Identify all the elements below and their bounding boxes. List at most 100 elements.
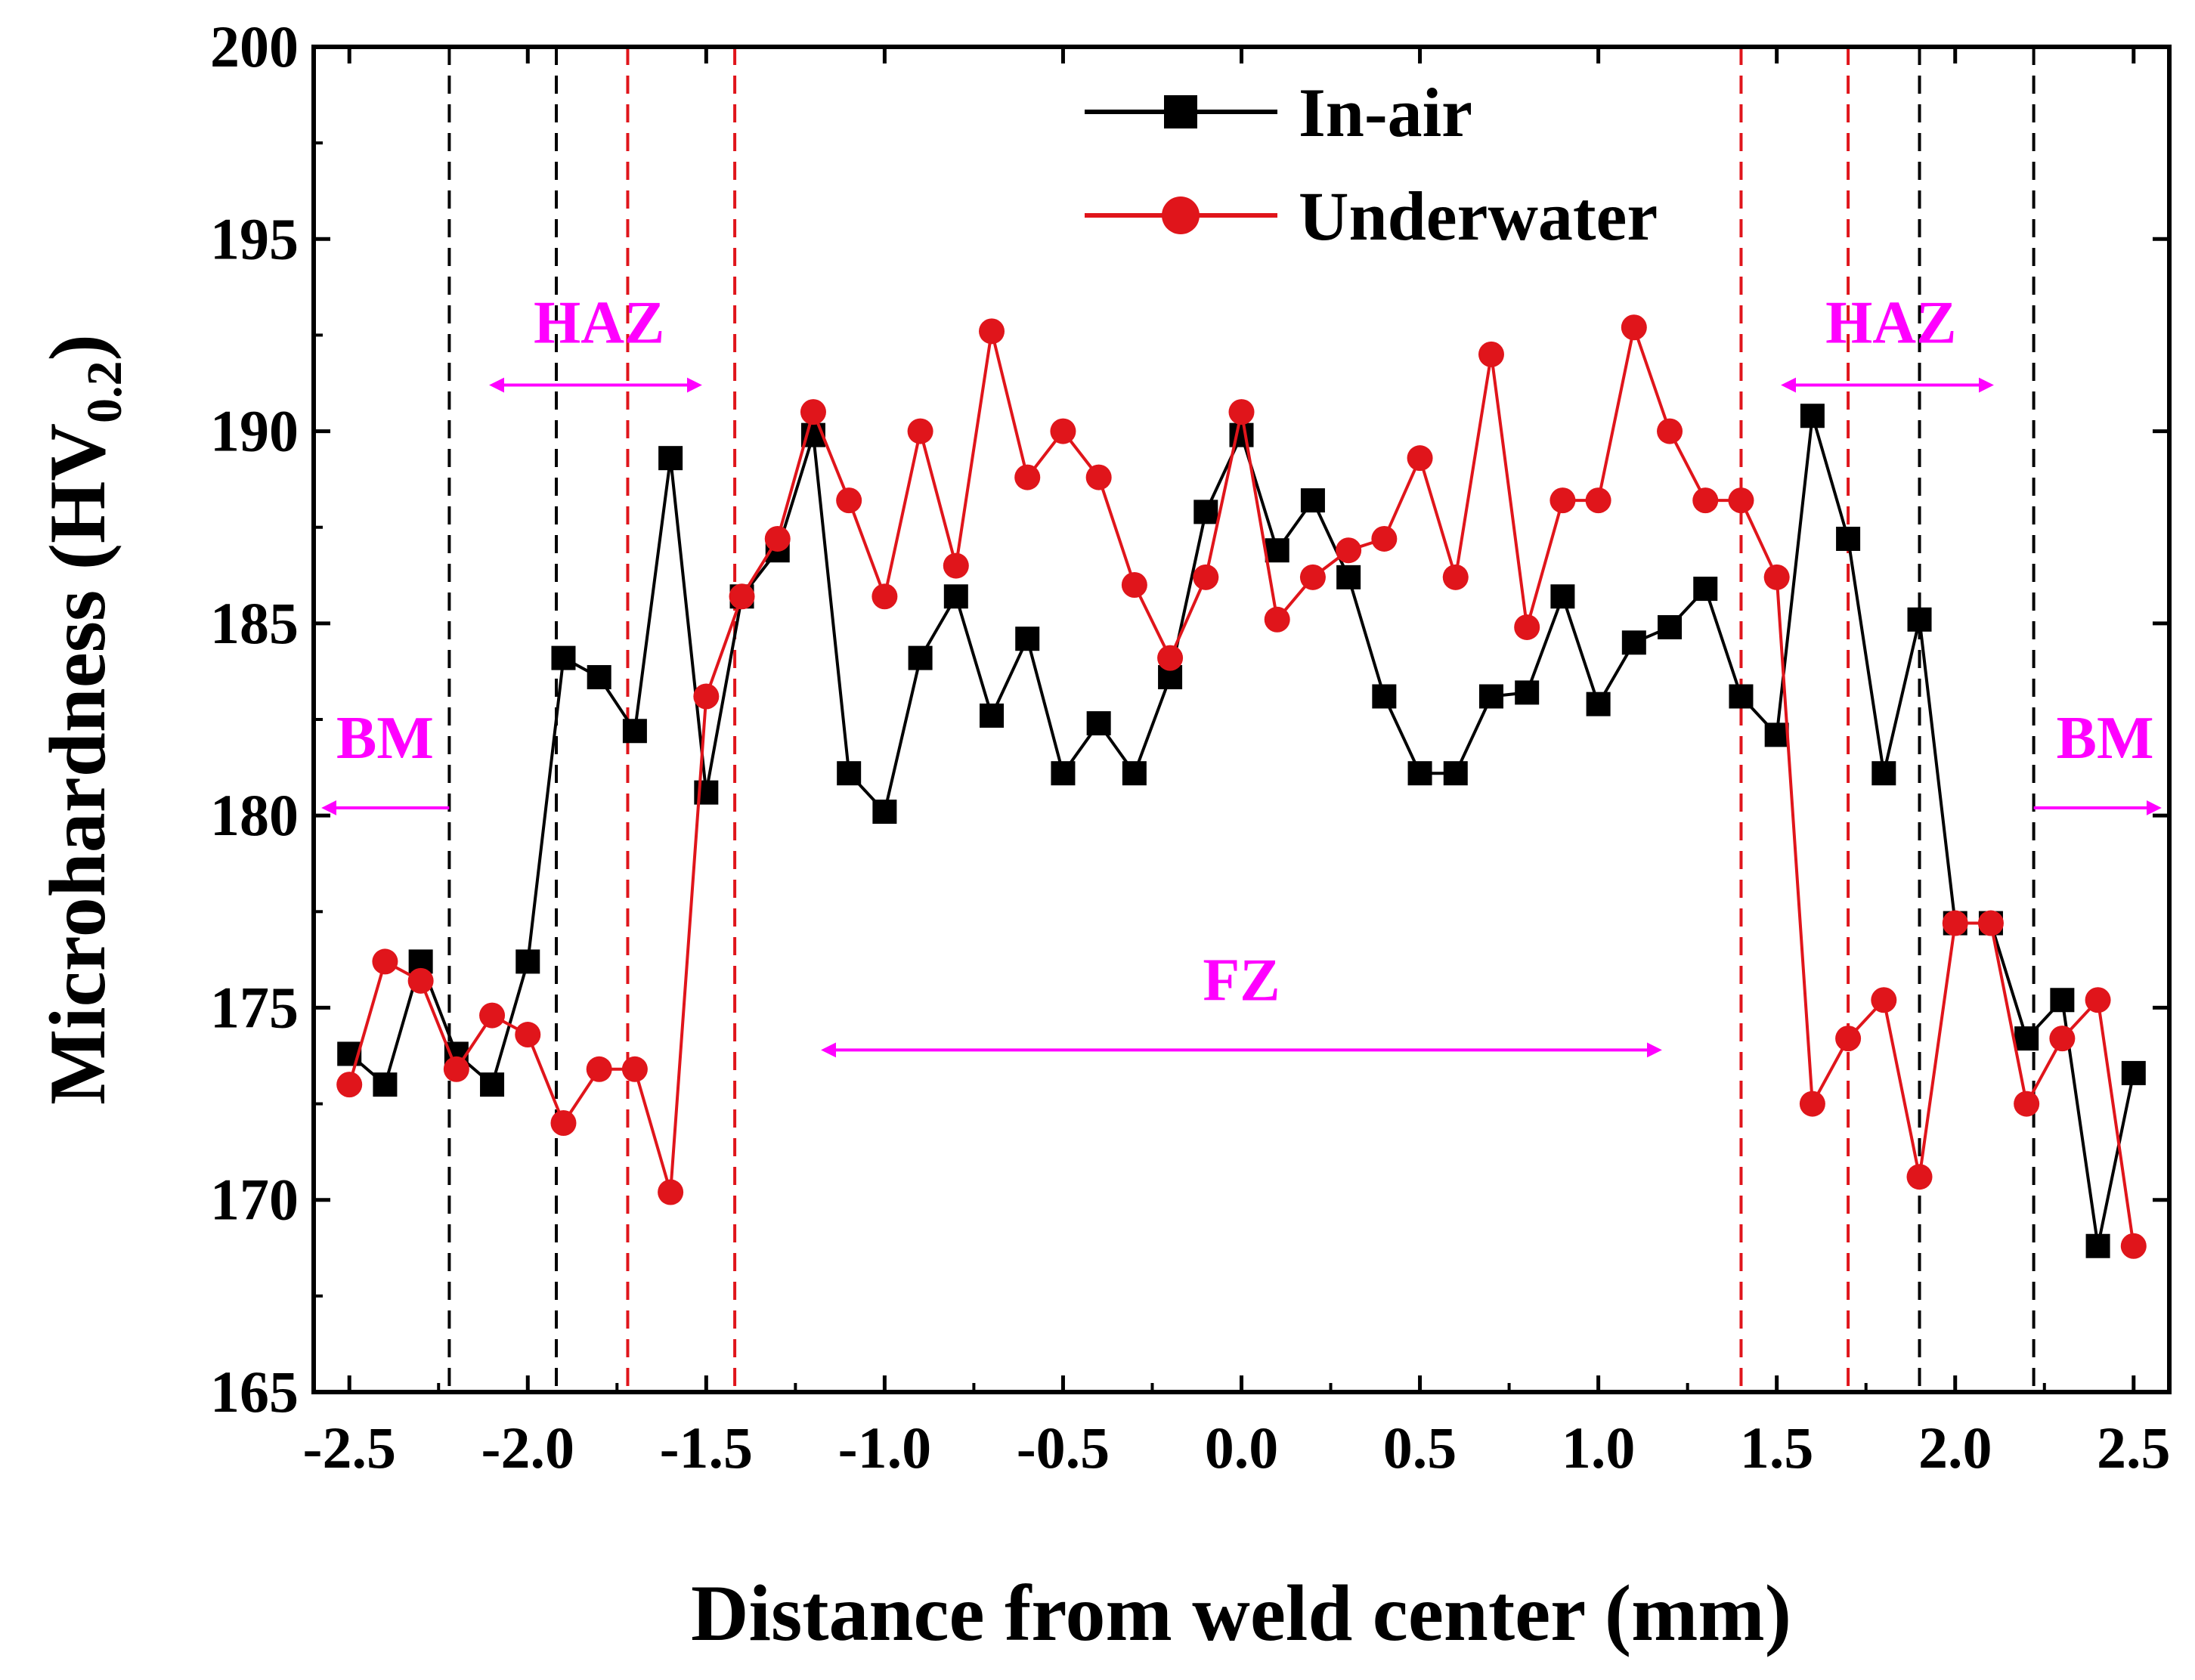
x-tick-label-4: -0.5: [1017, 1415, 1110, 1480]
data-point-underwater-8: [621, 1056, 648, 1082]
y-tick-label-6: 195: [210, 206, 299, 271]
data-point-in-air-1: [373, 1072, 398, 1097]
axis-ticks: -2.5 -2.0 -1.5 -1.0 -0.5 0.0 0.5 1.0 1.5 2.0 2.5 16…: [210, 14, 2171, 1480]
data-point-underwater-41: [1799, 1091, 1825, 1117]
data-point-in-air-36: [1621, 630, 1646, 655]
series-line-in-air: [348, 414, 2135, 1248]
region-label-haz-1: HAZ: [534, 290, 664, 357]
data-point-underwater-32: [1478, 341, 1504, 367]
data-point-in-air-33: [1515, 680, 1540, 705]
data-point-underwater-43: [1871, 987, 1897, 1013]
data-point-underwater-36: [1621, 314, 1647, 341]
data-point-underwater-27: [1299, 564, 1326, 590]
data-point-underwater-49: [2085, 987, 2111, 1013]
data-point-underwater-50: [2120, 1233, 2147, 1259]
data-point-underwater-20: [1050, 418, 1076, 444]
data-point-underwater-2: [407, 967, 434, 994]
y-tick-label-3: 180: [210, 782, 299, 848]
data-point-underwater-6: [550, 1110, 577, 1136]
region-label-fz-2: FZ: [1203, 947, 1280, 1013]
data-point-in-air-14: [837, 761, 862, 786]
data-point-underwater-40: [1763, 564, 1790, 590]
data-point-underwater-4: [479, 1002, 506, 1029]
y-tick-label-7: 200: [210, 14, 299, 79]
zone-boundary-lines: [447, 47, 2036, 1392]
data-point-underwater-29: [1371, 525, 1398, 552]
data-point-in-air-20: [1051, 761, 1076, 786]
data-point-underwater-48: [2049, 1026, 2076, 1052]
data-point-underwater-28: [1336, 537, 1362, 564]
x-axis-title: Distance from weld center (mm): [691, 1569, 1791, 1657]
data-point-underwater-25: [1228, 399, 1255, 425]
data-point-underwater-24: [1193, 564, 1219, 590]
legend-marker-underwater: [1162, 196, 1200, 234]
legend-label-in-air: In-air: [1299, 74, 1472, 151]
y-tick-label-0: 165: [210, 1359, 299, 1425]
data-point-underwater-45: [1942, 910, 1968, 936]
series-line-underwater: [348, 326, 2135, 1246]
legend: In-air Underwater: [1085, 74, 1658, 255]
data-point-in-air-35: [1586, 691, 1611, 716]
data-point-underwater-17: [943, 552, 969, 579]
data-point-underwater-46: [1977, 910, 2004, 936]
data-point-underwater-13: [800, 399, 826, 425]
x-tick-label-2: -1.5: [660, 1415, 753, 1480]
data-point-in-air-40: [1764, 722, 1789, 747]
data-point-in-air-9: [658, 446, 683, 471]
data-point-in-air-15: [872, 800, 897, 825]
y-tick-label-4: 185: [210, 590, 299, 656]
data-point-in-air-43: [1871, 761, 1896, 786]
y-axis-title-main: Microhardness (HV: [33, 423, 122, 1105]
data-point-in-air-38: [1693, 577, 1718, 602]
y-tick-label-5: 190: [210, 398, 299, 464]
x-tick-label-3: -1.0: [838, 1415, 931, 1480]
data-point-in-air-49: [2085, 1233, 2110, 1258]
y-tick-label-2: 175: [210, 974, 299, 1040]
data-point-in-air-44: [1907, 607, 1932, 632]
data-point-underwater-1: [372, 948, 398, 975]
data-point-in-air-29: [1372, 684, 1397, 709]
data-point-underwater-31: [1442, 564, 1469, 590]
y-axis-title: Microhardness (HV0.2): [33, 334, 132, 1105]
data-point-in-air-25: [1229, 422, 1254, 447]
data-point-underwater-3: [443, 1056, 469, 1082]
data-point-underwater-21: [1085, 464, 1112, 490]
data-point-underwater-47: [2014, 1091, 2040, 1117]
data-point-in-air-37: [1658, 614, 1683, 639]
data-series: [336, 314, 2147, 1259]
data-point-underwater-10: [693, 683, 720, 710]
data-point-underwater-5: [515, 1022, 541, 1048]
series-points-underwater: [336, 314, 2147, 1259]
data-point-in-air-28: [1336, 565, 1361, 589]
data-point-in-air-18: [980, 703, 1005, 728]
series-points-in-air: [337, 404, 2146, 1258]
data-point-underwater-34: [1550, 487, 1576, 514]
x-tick-label-0: -2.5: [302, 1415, 395, 1480]
y-axis-title-subscript: 0.2: [77, 360, 132, 423]
data-point-underwater-22: [1121, 572, 1147, 598]
zone-annotations: BM HAZ FZ HAZ BM: [321, 290, 2162, 1058]
x-tick-label-5: 0.0: [1205, 1415, 1279, 1480]
data-point-in-air-32: [1478, 684, 1503, 709]
data-point-underwater-7: [586, 1056, 612, 1082]
data-point-in-air-27: [1300, 488, 1325, 513]
data-point-in-air-42: [1836, 526, 1861, 551]
data-point-in-air-24: [1193, 500, 1218, 524]
data-point-in-air-8: [622, 719, 647, 744]
x-tick-label-8: 1.5: [1740, 1415, 1814, 1480]
data-point-underwater-16: [907, 418, 933, 444]
data-point-in-air-30: [1407, 761, 1432, 786]
region-label-haz-3: HAZ: [1825, 290, 1956, 357]
data-point-in-air-6: [551, 645, 576, 670]
region-label-bm-4: BM: [2057, 705, 2154, 772]
data-point-in-air-47: [2014, 1026, 2039, 1051]
data-point-in-air-22: [1122, 761, 1147, 786]
data-point-underwater-11: [729, 583, 755, 610]
data-point-in-air-5: [515, 949, 540, 974]
data-point-in-air-31: [1443, 761, 1468, 786]
x-tick-label-1: -2.0: [481, 1415, 574, 1480]
plot-area-frame: [311, 45, 2172, 1394]
legend-marker-in-air: [1164, 95, 1197, 128]
x-tick-label-9: 2.0: [1918, 1415, 1992, 1480]
